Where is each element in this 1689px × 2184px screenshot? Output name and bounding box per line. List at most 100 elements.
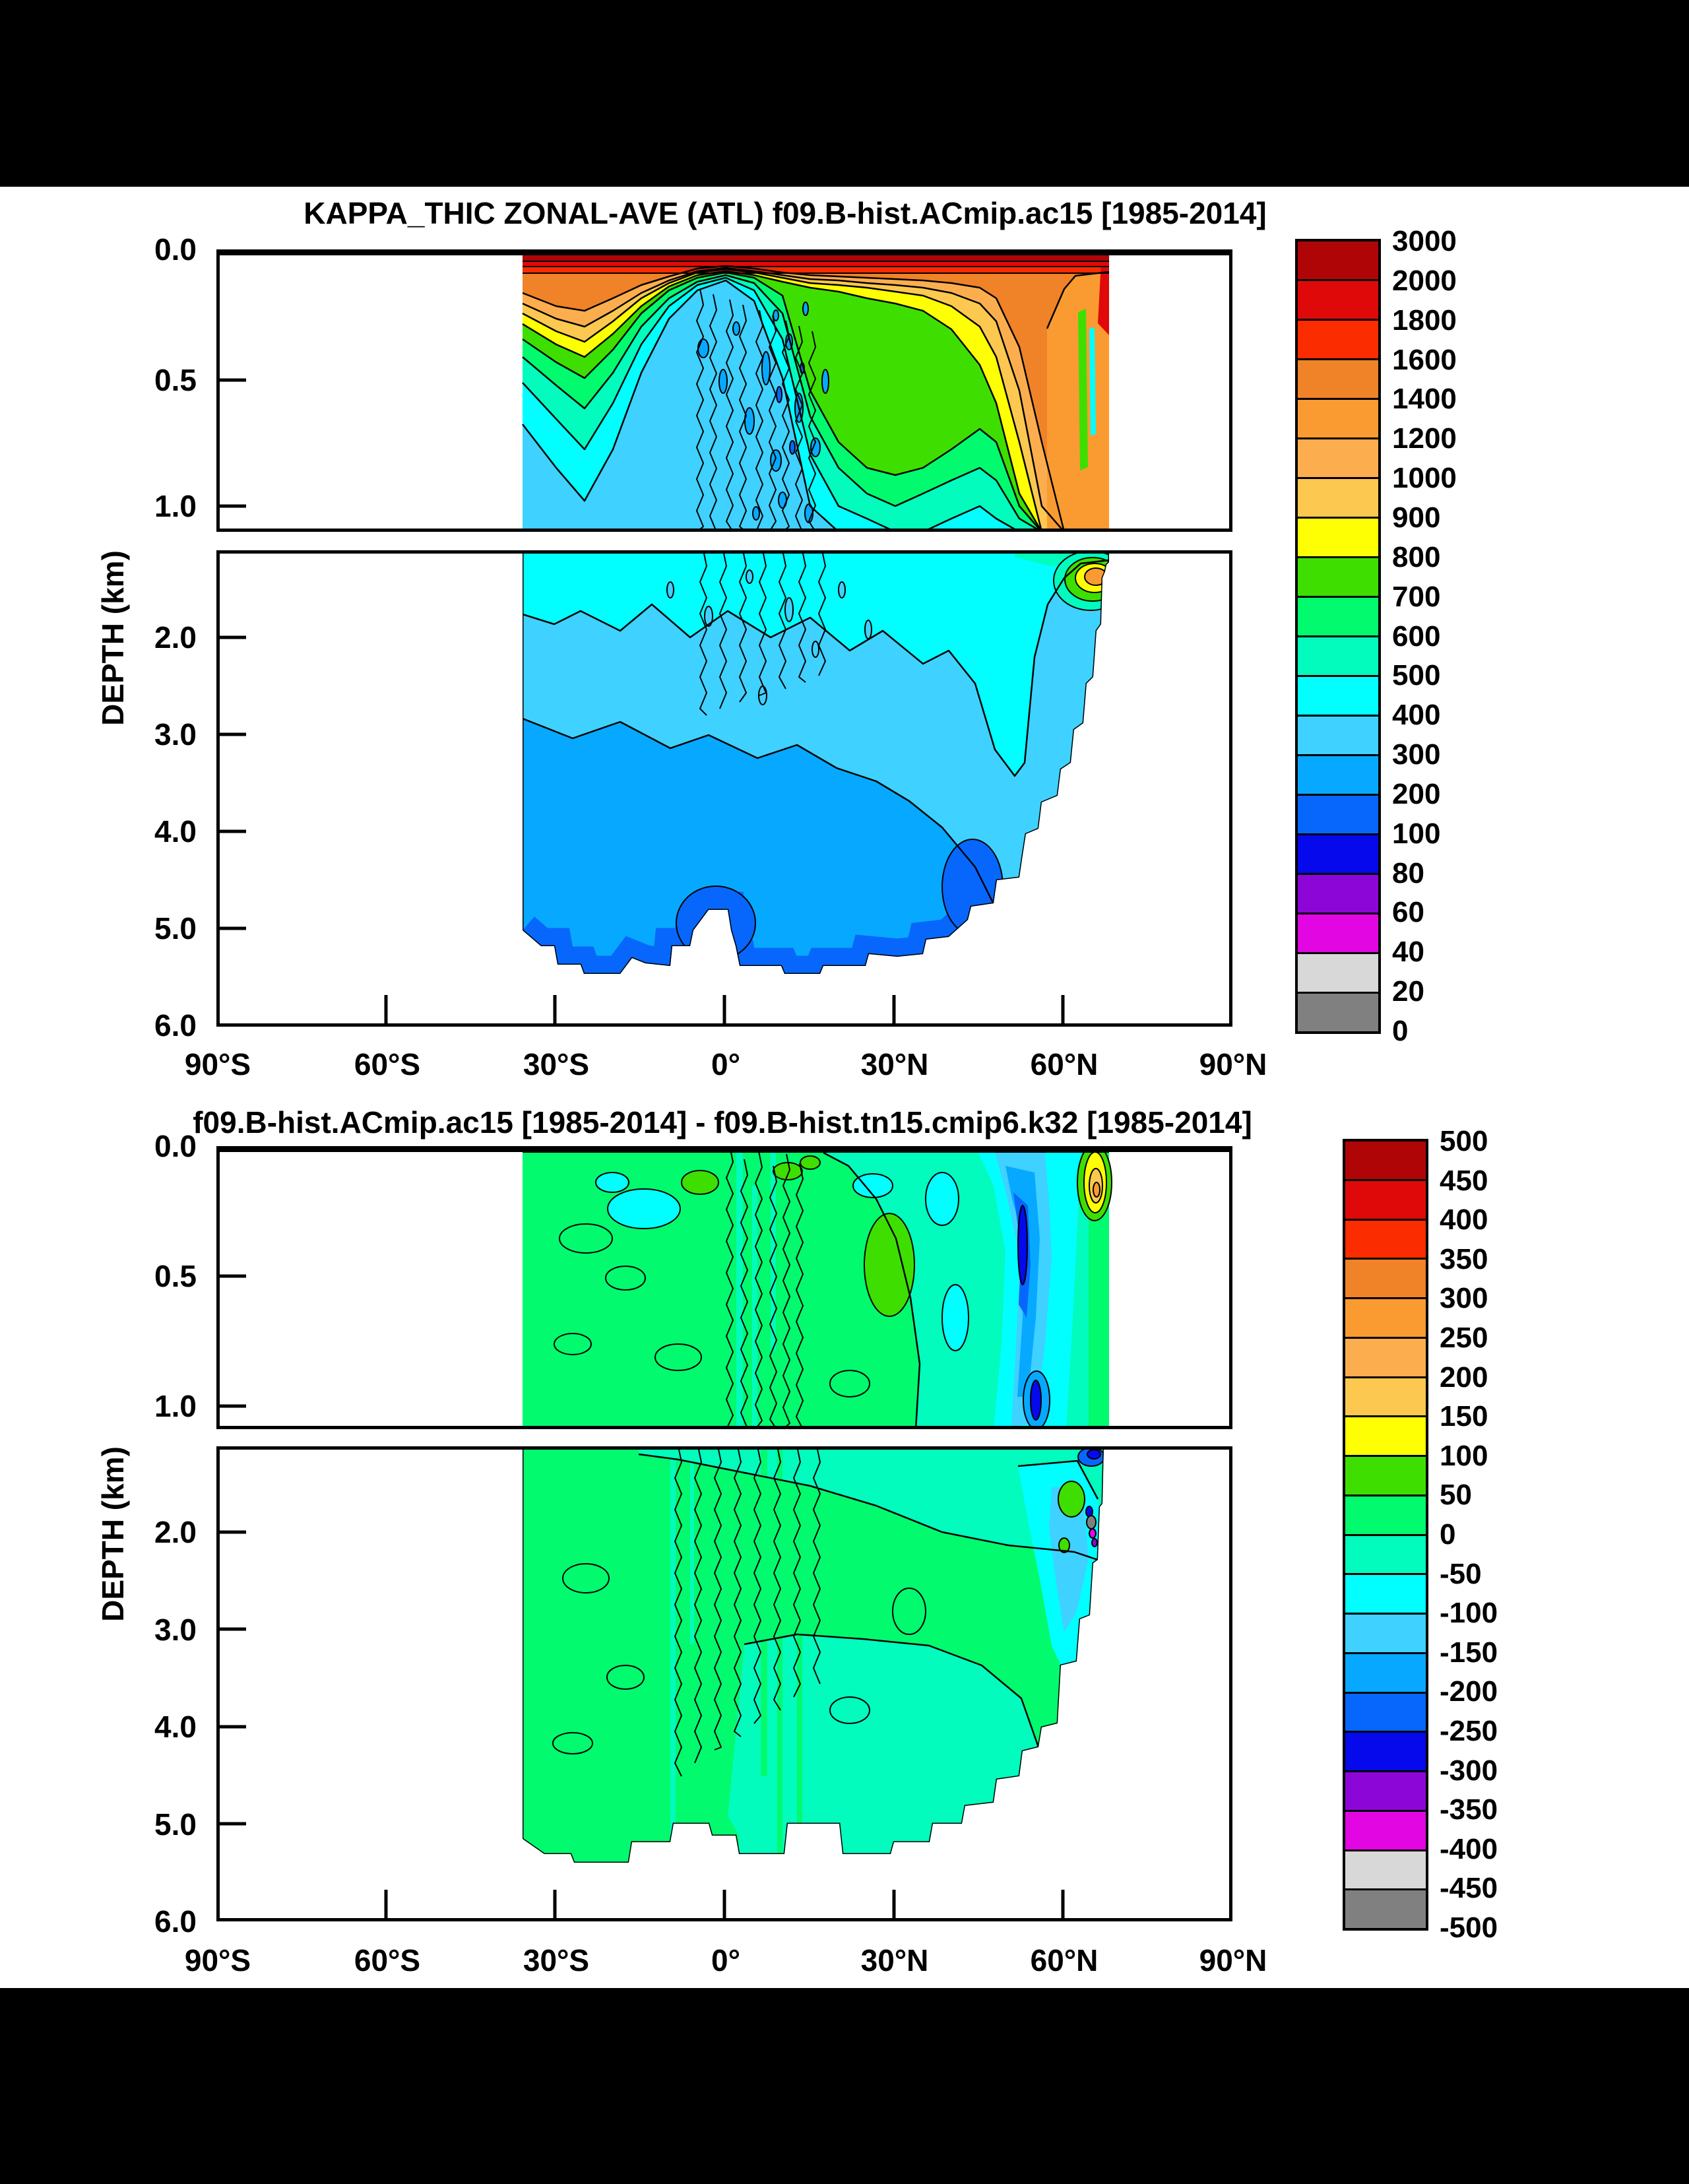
colorbar-tick-label: 1400 [1392, 383, 1457, 416]
figure1-colorbar [1295, 239, 1381, 1034]
y-axis-tick-label: 2.0 [154, 1515, 197, 1549]
colorbar-tick-label: 200 [1392, 777, 1441, 810]
colorbar-segment [1345, 1849, 1426, 1889]
colorbar-segment [1298, 358, 1378, 398]
colorbar-tick-label: -500 [1440, 1911, 1498, 1944]
colorbar-tick-label: 0 [1392, 1015, 1409, 1047]
colorbar-tick-label: 1200 [1392, 422, 1457, 455]
colorbar-tick-label: -450 [1440, 1872, 1498, 1905]
colorbar-tick-label: -50 [1440, 1557, 1482, 1590]
colorbar-segment [1345, 1297, 1426, 1337]
colorbar-segment [1345, 1691, 1426, 1731]
x-axis-tick-label: 30°N [860, 1943, 929, 1977]
y-axis-tick-label: 2.0 [154, 620, 197, 655]
x-axis-tick-label: 30°S [523, 1047, 590, 1081]
colorbar-tick-label: 300 [1392, 738, 1441, 771]
colorbar-segment [1345, 1533, 1426, 1574]
colorbar-tick-label: 100 [1392, 817, 1441, 850]
colorbar-segment [1298, 992, 1378, 1031]
figure2-title: f09.B-hist.ACmip.ac15 [1985-2014] - f09.… [193, 1105, 1252, 1140]
colorbar-segment [1345, 1376, 1426, 1416]
colorbar-segment [1345, 1258, 1426, 1297]
colorbar-tick-label: 1600 [1392, 343, 1457, 376]
colorbar-segment [1345, 1731, 1426, 1770]
colorbar-segment [1298, 913, 1378, 952]
x-axis-tick-label: 30°S [523, 1943, 590, 1977]
y-axis-tick-label: 3.0 [154, 717, 197, 752]
colorbar-tick-label: 400 [1392, 699, 1441, 732]
y-axis-tick-label: 0.0 [154, 1129, 197, 1163]
figure1-upper-panel [216, 249, 1232, 532]
x-axis-tick-label: 0° [711, 1047, 740, 1081]
x-axis-tick-label: 90°N [1199, 1943, 1267, 1977]
contour-field [522, 249, 1110, 532]
colorbar-segment [1345, 1652, 1426, 1692]
colorbar-segment [1298, 398, 1378, 437]
colorbar-segment [1298, 477, 1378, 517]
colorbar-segment [1345, 1455, 1426, 1494]
y-axis-tick-label: 1.0 [154, 1389, 197, 1423]
colorbar-tick-label: 150 [1440, 1400, 1488, 1433]
figure2-upper-panel [216, 1146, 1232, 1429]
y-axis-tick-label: 6.0 [154, 1904, 197, 1939]
colorbar-tick-label: 900 [1392, 501, 1441, 534]
colorbar-tick-label: 100 [1440, 1439, 1488, 1472]
colorbar-segment [1298, 241, 1378, 279]
colorbar-segment [1345, 1178, 1426, 1219]
y-axis-tick-label: 0.0 [154, 232, 197, 267]
colorbar-tick-label: 1000 [1392, 462, 1457, 495]
x-axis-tick-label: 90°S [184, 1943, 251, 1977]
colorbar-tick-label: 60 [1392, 896, 1424, 929]
colorbar-tick-label: -350 [1440, 1793, 1498, 1826]
colorbar-segment [1345, 1809, 1426, 1849]
y-axis-tick-label: 4.0 [154, 814, 197, 849]
colorbar-segment [1345, 1336, 1426, 1376]
colorbar-segment [1298, 675, 1378, 715]
colorbar-segment [1298, 556, 1378, 596]
x-axis-tick-label: 60°S [354, 1047, 421, 1081]
colorbar-segment [1345, 1770, 1426, 1810]
colorbar-tick-label: 400 [1440, 1204, 1488, 1237]
contour-field [523, 1446, 1104, 1863]
y-axis-tick-label: 5.0 [154, 911, 197, 946]
colorbar-segment [1298, 833, 1378, 873]
x-axis-tick-label: 60°N [1030, 1047, 1099, 1081]
colorbar-segment [1298, 873, 1378, 913]
colorbar-segment [1345, 1573, 1426, 1613]
colorbar-tick-label: -250 [1440, 1715, 1498, 1747]
colorbar-tick-label: 250 [1440, 1322, 1488, 1354]
colorbar-tick-label: 80 [1392, 856, 1424, 889]
colorbar-tick-label: 50 [1440, 1479, 1472, 1512]
figure1-title: KAPPA_THIC ZONAL-AVE (ATL) f09.B-hist.AC… [303, 196, 1267, 230]
colorbar-segment [1298, 279, 1378, 319]
colorbar-segment [1345, 1494, 1426, 1534]
colorbar-segment [1345, 1141, 1426, 1179]
colorbar-segment [1298, 437, 1378, 477]
colorbar-tick-label: 600 [1392, 620, 1441, 653]
colorbar-segment [1298, 794, 1378, 833]
figure1-lower-panel [216, 550, 1232, 1027]
colorbar-tick-label: -150 [1440, 1636, 1498, 1669]
colorbar-tick-label: 800 [1392, 540, 1441, 573]
colorbar-tick-label: 200 [1440, 1361, 1488, 1394]
colorbar-tick-label: 1800 [1392, 304, 1457, 337]
colorbar-tick-label: 350 [1440, 1242, 1488, 1275]
colorbar-segment [1345, 1613, 1426, 1652]
y-axis-tick-label: 4.0 [154, 1710, 197, 1744]
figure2-colorbar [1343, 1139, 1428, 1931]
colorbar-tick-label: 700 [1392, 580, 1441, 613]
colorbar-tick-label: 300 [1440, 1282, 1488, 1315]
colorbar-tick-label: 450 [1440, 1164, 1488, 1197]
y-axis-tick-label: 5.0 [154, 1807, 197, 1842]
x-axis-tick-label: 90°N [1199, 1047, 1267, 1081]
colorbar-tick-label: -200 [1440, 1675, 1498, 1708]
colorbar-segment [1298, 319, 1378, 358]
colorbar-segment [1345, 1888, 1426, 1928]
colorbar-tick-label: -400 [1440, 1832, 1498, 1865]
colorbar-segment [1298, 635, 1378, 675]
figure2-lower-panel [216, 1446, 1232, 1921]
x-axis-tick-label: 60°N [1030, 1943, 1099, 1977]
colorbar-segment [1345, 1415, 1426, 1455]
colorbar-tick-label: 3000 [1392, 225, 1457, 257]
